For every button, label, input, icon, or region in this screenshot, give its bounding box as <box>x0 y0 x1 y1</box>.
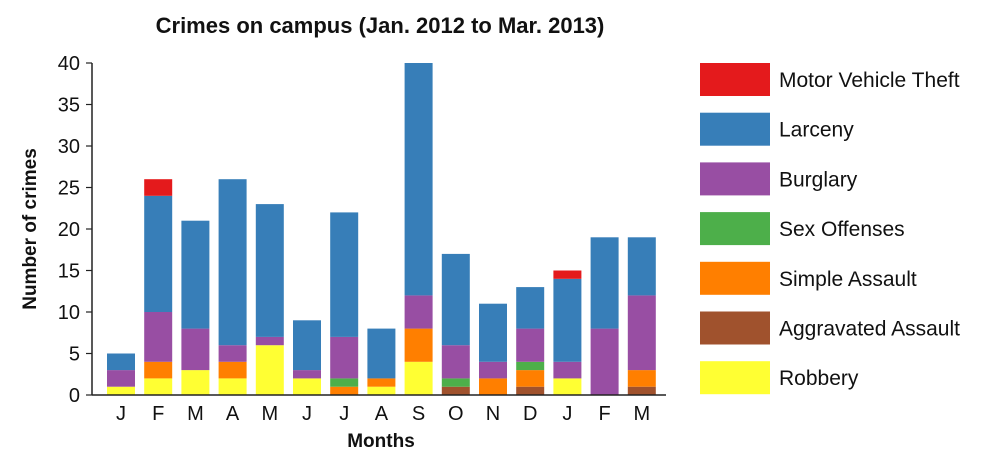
bar-segment-robbery <box>107 386 135 395</box>
x-tick-label: M <box>261 403 278 425</box>
x-tick-label: J <box>562 403 572 425</box>
x-axis-label: Months <box>347 431 415 452</box>
x-tick-label: F <box>598 403 610 425</box>
bar-segment-burglary <box>627 295 656 371</box>
bar-segment-simple-assault <box>516 370 545 387</box>
bar-segment-robbery <box>144 378 173 395</box>
bar-segment-larceny <box>553 278 582 362</box>
bar-segment-robbery <box>181 370 210 395</box>
x-tick-label: M <box>187 403 204 425</box>
bar-segment-robbery <box>255 345 284 395</box>
bar-segment-larceny <box>107 353 135 371</box>
bar-segment-larceny <box>144 195 173 312</box>
bar-segment-larceny <box>367 328 396 379</box>
bar-segment-aggravated-assault <box>441 386 470 395</box>
legend-label: Aggravated Assault <box>779 318 960 341</box>
bar-segment-burglary <box>107 370 135 387</box>
x-tick-label: S <box>412 403 425 425</box>
legend-swatch <box>700 311 770 345</box>
x-tick-label: F <box>152 403 164 425</box>
y-tick-label: 0 <box>69 385 80 407</box>
bar-segment-sex-offenses <box>441 378 470 387</box>
bar-segment-burglary <box>553 361 582 379</box>
chart-title: Crimes on campus (Jan. 2012 to Mar. 2013… <box>156 13 605 38</box>
y-tick-label: 10 <box>58 302 80 324</box>
bar-segment-sex-offenses <box>330 378 359 387</box>
bar-segment-robbery <box>218 378 247 395</box>
legend-label: Larceny <box>779 119 854 142</box>
bar-segment-sex-offenses <box>516 361 545 371</box>
bar-segment-simple-assault <box>479 378 507 395</box>
bar-segment-simple-assault <box>367 378 396 387</box>
bar-segment-larceny <box>293 320 321 371</box>
bar-segment-robbery <box>367 386 396 395</box>
x-tick-label: J <box>116 403 126 425</box>
legend-swatch <box>700 112 770 146</box>
bar-segment-robbery <box>553 378 582 395</box>
bar-segment-burglary <box>218 345 247 362</box>
bar-segment-burglary <box>404 295 433 329</box>
bar-segment-simple-assault <box>218 361 247 379</box>
bar-segment-robbery <box>293 378 321 395</box>
legend: Motor Vehicle Theft Larceny Burglary Sex Of… <box>700 63 960 395</box>
legend-label: Sex Offenses <box>779 218 905 241</box>
bar-segment-burglary <box>181 328 210 371</box>
legend-swatch <box>700 261 770 295</box>
bar-segment-simple-assault <box>330 386 359 395</box>
bar-segment-motor-vehicle-theft <box>144 179 173 196</box>
legend-swatch <box>700 212 770 246</box>
bar-segment-motor-vehicle-theft <box>553 270 582 279</box>
x-tick-label: J <box>302 403 312 425</box>
x-tick-label: N <box>486 403 500 425</box>
legend-label: Motor Vehicle Theft <box>779 69 960 92</box>
x-tick-label: A <box>375 403 389 425</box>
bar-segment-burglary <box>590 328 619 395</box>
x-tick-label: D <box>523 403 537 425</box>
bar-segment-larceny <box>218 179 247 346</box>
y-tick-label: 15 <box>58 261 80 283</box>
legend-label: Robbery <box>779 367 859 390</box>
y-tick-label: 40 <box>58 53 80 75</box>
bar-segment-larceny <box>255 204 284 337</box>
y-tick-label: 5 <box>69 344 80 366</box>
y-tick-label: 25 <box>58 178 80 200</box>
y-axis-label: Number of crimes <box>20 148 41 310</box>
bar-segment-burglary <box>255 336 284 346</box>
legend-swatch <box>700 361 770 395</box>
bar-segment-larceny <box>181 220 210 329</box>
bar-segment-larceny <box>330 212 359 337</box>
bar-segment-burglary <box>441 345 470 379</box>
bar-segment-burglary <box>293 370 321 379</box>
y-tick-label: 35 <box>58 95 80 117</box>
x-tick-label: O <box>448 403 464 425</box>
bar-segment-larceny <box>627 237 656 296</box>
x-tick-label: J <box>339 403 349 425</box>
bar-segment-burglary <box>479 361 507 379</box>
x-tick-label: A <box>226 403 240 425</box>
legend-label: Simple Assault <box>779 268 917 291</box>
bar-segment-aggravated-assault <box>516 386 545 395</box>
bar-segment-simple-assault <box>144 361 173 379</box>
bar-segment-aggravated-assault <box>627 386 656 395</box>
bar-segment-larceny <box>441 253 470 346</box>
bar-segment-larceny <box>404 63 433 296</box>
bar-segment-simple-assault <box>627 370 656 387</box>
bar-segment-larceny <box>590 237 619 329</box>
bar-segment-burglary <box>516 328 545 362</box>
bar-segment-burglary <box>330 336 359 379</box>
legend-swatch <box>700 162 770 196</box>
x-tick-label: M <box>633 403 650 425</box>
bar-segment-larceny <box>479 303 507 362</box>
legend-swatch <box>700 63 770 96</box>
y-tick-label: 30 <box>58 136 80 158</box>
legend-label: Burglary <box>779 168 858 191</box>
bar-segment-robbery <box>404 361 433 395</box>
y-tick-label: 20 <box>58 219 80 241</box>
bar-segment-simple-assault <box>404 328 433 362</box>
bar-segment-burglary <box>144 312 173 362</box>
bar-segment-larceny <box>516 287 545 329</box>
